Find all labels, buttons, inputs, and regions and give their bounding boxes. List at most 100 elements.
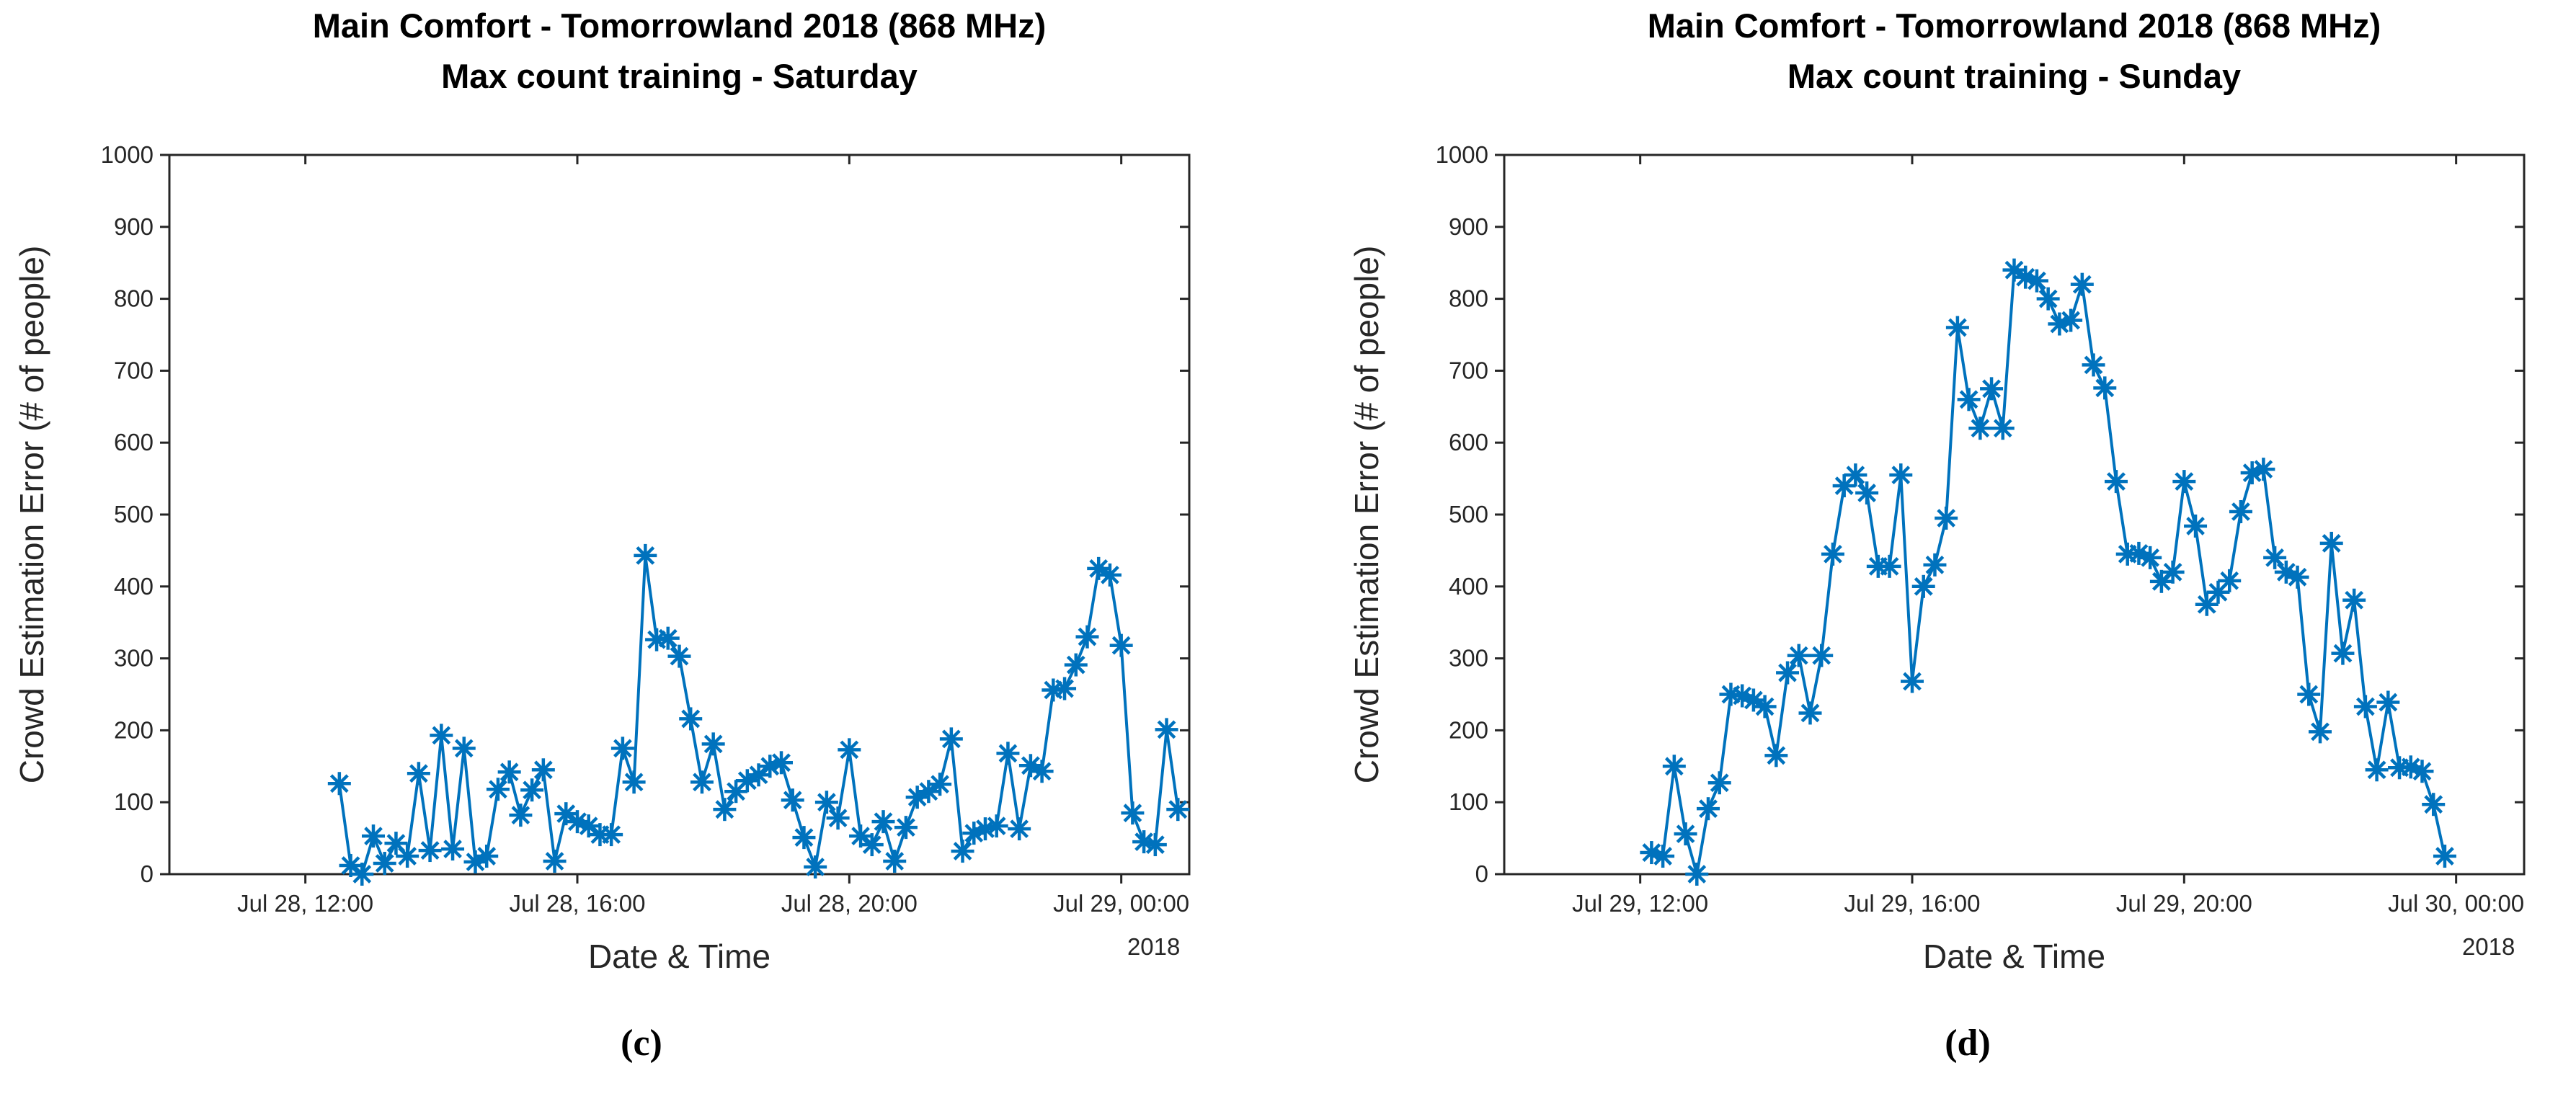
- x-axis: Jul 29, 12:00 Jul 29, 16:00 Jul 29, 20:00 J…: [1572, 155, 2524, 960]
- data-marker-asterisk: [543, 850, 567, 873]
- x-tick-label: Jul 29, 20:00: [2116, 890, 2252, 917]
- left-chart-svg: Main Comfort - Tomorrowland 2018 (868 MH…: [13, 6, 1191, 975]
- data-marker-asterisk: [2093, 376, 2117, 400]
- data-marker-asterisk: [1935, 506, 1958, 530]
- data-marker-asterisk: [475, 845, 499, 868]
- data-marker-asterisk: [2433, 845, 2456, 868]
- y-tick-label: 500: [1449, 501, 1488, 528]
- x-tick-label: Jul 28, 20:00: [781, 890, 918, 917]
- data-marker-asterisk: [713, 798, 737, 822]
- data-marker-asterisk: [804, 855, 827, 879]
- data-marker-asterisk: [2342, 588, 2366, 612]
- data-marker-asterisk: [1945, 316, 1969, 339]
- data-marker-asterisk: [430, 724, 453, 747]
- chart-subtitle: Max count training - Sunday: [1787, 57, 2241, 95]
- data-marker-asterisk: [2229, 500, 2252, 524]
- data-marker-asterisk: [1844, 463, 1867, 487]
- y-tick-label: 900: [1449, 213, 1488, 240]
- y-tick-label: 500: [114, 501, 154, 528]
- data-marker-asterisk: [985, 814, 1008, 838]
- data-marker-asterisk: [701, 732, 725, 756]
- data-marker-asterisk: [1098, 563, 1122, 587]
- data-marker-asterisk: [531, 758, 555, 782]
- y-tick-label: 200: [1449, 716, 1488, 743]
- data-marker-asterisk: [951, 840, 974, 863]
- data-marker-asterisk: [2319, 531, 2343, 555]
- data-marker-asterisk: [770, 751, 793, 775]
- data-marker-asterisk: [1753, 695, 1777, 718]
- data-marker-asterisk: [1018, 754, 1042, 778]
- y-tick-label: 800: [114, 285, 154, 312]
- data-marker-asterisk: [1674, 822, 1697, 846]
- data-marker-asterisk: [838, 738, 861, 762]
- data-marker-asterisk: [2059, 308, 2083, 332]
- y-axis-title: Crowd Estimation Error (# of people): [1348, 246, 1385, 784]
- data-marker-asterisk: [520, 778, 544, 802]
- data-marker-asterisk: [814, 791, 838, 814]
- x-tick-label: Jul 29, 12:00: [1572, 890, 1708, 917]
- data-marker-asterisk: [1798, 701, 1822, 725]
- data-marker-asterisk: [2376, 690, 2400, 714]
- data-marker-asterisk: [2184, 514, 2208, 538]
- y-tick-label: 700: [114, 357, 154, 383]
- data-marker-asterisk: [2105, 470, 2128, 494]
- caption-c: (c): [621, 1023, 662, 1064]
- data-marker-asterisk: [2309, 720, 2332, 744]
- data-marker-asterisk: [2286, 565, 2309, 589]
- data-marker-asterisk: [1697, 797, 1720, 821]
- y-tick-label: 600: [114, 429, 154, 455]
- data-marker-asterisk: [2365, 758, 2389, 782]
- data-marker-asterisk: [871, 810, 895, 834]
- data-marker-asterisk: [622, 770, 646, 794]
- data-marker-asterisk: [826, 806, 850, 830]
- data-marker-asterisk: [2263, 546, 2287, 569]
- chart-title: Main Comfort - Tomorrowland 2018 (868 MH…: [1648, 6, 2381, 45]
- data-line: [1651, 268, 2446, 876]
- chart-subtitle: Max count training - Saturday: [441, 57, 918, 95]
- data-marker-asterisk: [1911, 574, 1935, 598]
- data-marker-asterisk: [634, 543, 657, 567]
- data-marker-asterisk: [1968, 417, 1992, 440]
- y-tick-label: 600: [1449, 429, 1488, 455]
- data-marker-asterisk: [2353, 695, 2377, 718]
- x-tick-label: Jul 28, 12:00: [237, 890, 373, 917]
- data-marker-asterisk: [679, 707, 703, 731]
- data-marker-asterisk: [2410, 760, 2434, 783]
- data-marker-asterisk: [1053, 677, 1077, 700]
- data-marker-asterisk: [894, 816, 918, 840]
- data-marker-asterisk: [1878, 554, 1901, 578]
- data-marker-asterisk: [667, 644, 691, 668]
- data-marker-asterisk: [600, 823, 623, 847]
- data-marker-asterisk: [1166, 798, 1190, 822]
- data-marker-asterisk: [996, 742, 1020, 765]
- data-marker-asterisk: [1764, 744, 1788, 767]
- data-marker-asterisk: [2036, 287, 2060, 311]
- data-marker-asterisk: [2082, 353, 2105, 377]
- data-marker-asterisk: [2252, 458, 2275, 481]
- data-marker-asterisk: [2172, 470, 2196, 494]
- y-tick-label: 700: [1449, 357, 1488, 383]
- y-tick-label: 300: [1449, 645, 1488, 672]
- x-tick-label: Jul 28, 16:00: [510, 890, 646, 917]
- data-marker-asterisk: [1991, 417, 2015, 440]
- data-marker-asterisk: [1957, 388, 1981, 411]
- data-marker-asterisk: [497, 760, 521, 784]
- data-marker-asterisk: [1030, 760, 1054, 783]
- x-tick-label: Jul 29, 00:00: [1053, 890, 1189, 917]
- data-marker-asterisk: [1787, 644, 1811, 667]
- data-marker-asterisk: [610, 737, 634, 760]
- data-marker-asterisk: [1143, 833, 1167, 857]
- data-marker-asterisk: [1075, 625, 1099, 649]
- data-marker-asterisk: [373, 852, 396, 876]
- chart-title-group: Main Comfort - Tomorrowland 2018 (868 MH…: [1648, 6, 2381, 95]
- y-tick-label: 900: [114, 213, 154, 240]
- data-marker-asterisk: [486, 778, 510, 801]
- data-marker-asterisk: [1155, 718, 1178, 742]
- data-marker-asterisk: [509, 804, 533, 827]
- data-marker-asterisk: [418, 839, 442, 863]
- y-tick-label: 0: [1475, 860, 1488, 887]
- data-marker-asterisk: [690, 770, 714, 794]
- y-tick-label: 300: [114, 645, 154, 672]
- data-marker-asterisk: [407, 762, 430, 786]
- data-marker-asterisk: [883, 850, 907, 873]
